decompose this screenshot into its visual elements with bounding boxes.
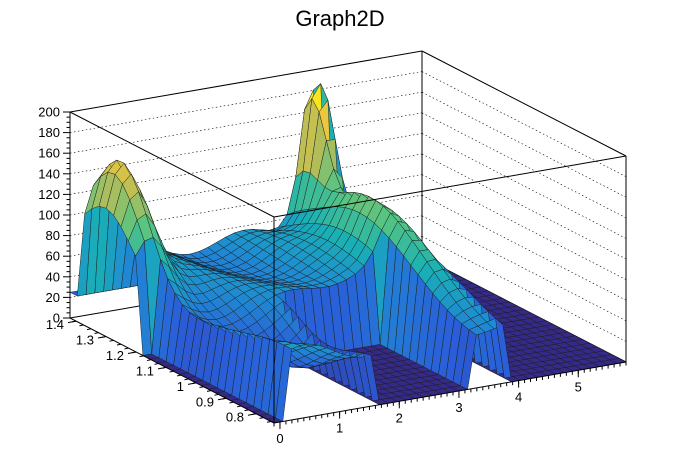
z-tick-label-4: 80	[46, 228, 60, 243]
z-tick-label-6: 120	[38, 187, 60, 202]
y-tick-label-5: 1.3	[76, 333, 94, 348]
z-axis: 0 20 40 60 80 100 120 140 160 180 200	[38, 105, 71, 326]
x-axis: 0 1 2 3 4 5	[273, 362, 627, 446]
y-tick-label-1: 0.9	[196, 394, 214, 409]
y-minor-tick	[191, 382, 197, 385]
z-tick-label-1: 20	[46, 290, 60, 305]
grid-line-right-4	[421, 174, 627, 280]
y-tick-label-6: 1.4	[46, 317, 64, 332]
y-minor-tick	[101, 336, 107, 338]
x-tick-label-5: 5	[575, 379, 582, 394]
frame-edge	[69, 50, 423, 113]
y-minor-tick	[116, 343, 122, 346]
z-tick-label-3: 60	[46, 249, 60, 264]
y-minor-tick	[139, 355, 144, 358]
y-minor-tick	[199, 386, 204, 389]
surface-mesh	[69, 83, 627, 424]
y-minor-tick	[236, 405, 242, 408]
y-minor-tick	[146, 359, 152, 361]
y-minor-tick	[221, 397, 227, 400]
grid-line-back-9	[69, 71, 423, 133]
grid-line-right-8	[421, 91, 627, 198]
front-frame	[69, 111, 627, 424]
y-minor-tick	[71, 320, 77, 323]
frame-edge	[69, 111, 275, 218]
frame-edge	[421, 50, 627, 157]
y-minor-tick	[266, 420, 272, 423]
z-tick-label-9: 180	[38, 125, 60, 140]
z-tick-label-10: 200	[38, 105, 60, 120]
z-tick-label-7: 140	[38, 166, 60, 181]
y-tick-label-3: 1.1	[136, 363, 154, 378]
x-tick-label-2: 2	[396, 410, 403, 425]
y-axis: 0.8 0.9 1 1.1 1.2 1.3 1.4	[46, 317, 272, 425]
y-minor-tick	[251, 413, 257, 416]
z-tick-label-2: 40	[46, 269, 60, 284]
y-minor-tick	[131, 351, 137, 354]
y-minor-tick	[184, 378, 189, 381]
y-minor-tick	[176, 374, 182, 377]
y-minor-tick	[244, 409, 249, 412]
y-minor-tick	[154, 363, 159, 365]
y-minor-tick	[229, 401, 234, 404]
z-tick-label-8: 160	[38, 146, 60, 161]
y-minor-tick	[86, 328, 92, 331]
z-tick-label-0: 0	[53, 311, 60, 326]
y-minor-tick	[214, 393, 219, 396]
x-tick-label-4: 4	[515, 390, 522, 405]
y-minor-tick	[206, 390, 212, 392]
z-tick-label-5: 100	[38, 208, 60, 223]
y-tick-label-4: 1.2	[106, 348, 124, 363]
frame-edge	[69, 317, 275, 424]
grid-line-right-7	[421, 112, 627, 219]
y-minor-tick	[124, 347, 129, 350]
grid-line-right-5	[421, 153, 627, 260]
chart-title: Graph2D	[295, 6, 384, 31]
y-minor-tick	[109, 339, 114, 342]
x-tick-label-3: 3	[455, 400, 462, 415]
y-minor-tick	[94, 332, 99, 334]
y-tick-label-2: 1	[177, 379, 184, 394]
frame-edge	[273, 361, 627, 424]
x-tick-label-0: 0	[276, 431, 283, 446]
grid-line-back-8	[69, 91, 423, 154]
y-minor-tick	[259, 417, 264, 419]
y-minor-tick	[169, 370, 174, 373]
frame-edge	[273, 155, 627, 218]
x-tick-label-1: 1	[336, 421, 343, 436]
y-minor-tick	[161, 366, 167, 369]
y-tick-label-0: 0.8	[226, 410, 244, 425]
y-minor-tick	[79, 324, 84, 327]
